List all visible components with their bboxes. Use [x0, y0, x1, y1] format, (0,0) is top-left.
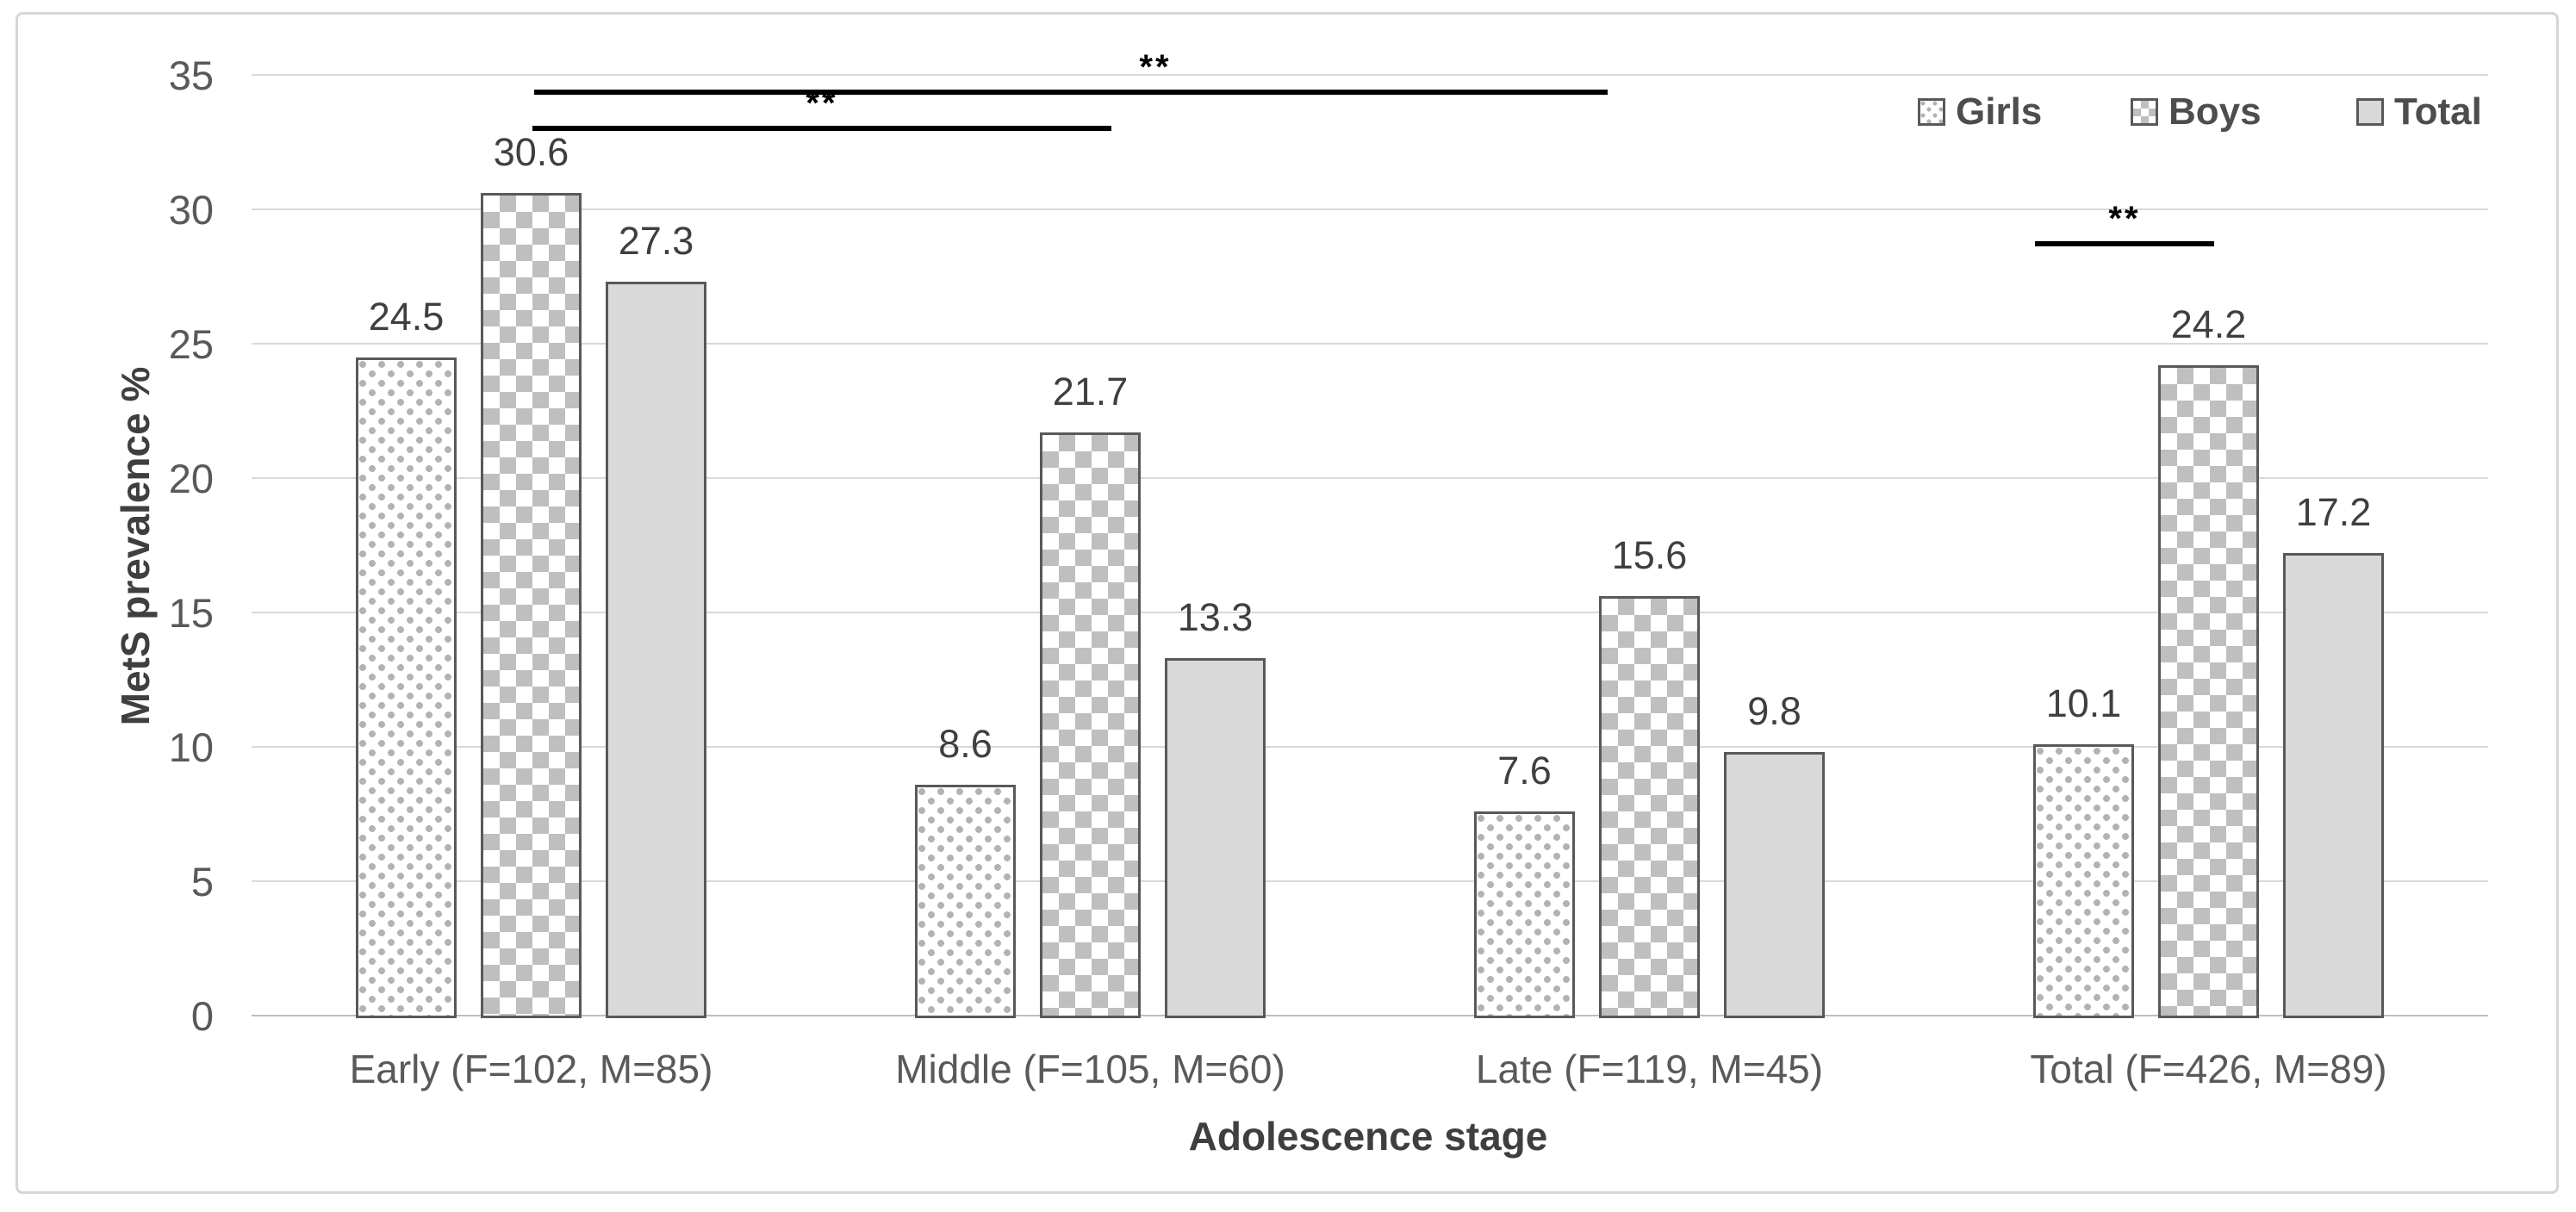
total-bar — [1724, 752, 1825, 1018]
boys-legend-swatch — [2131, 98, 2158, 126]
total-legend-swatch — [2356, 98, 2384, 126]
bar-value-label: 27.3 — [618, 219, 694, 264]
girls-bar — [915, 784, 1016, 1018]
gridline — [252, 74, 2488, 76]
gridline — [252, 746, 2488, 748]
y-tick-label: 15 — [168, 590, 214, 636]
bar-value-label: 30.6 — [493, 130, 569, 175]
girls-bar — [1474, 811, 1575, 1018]
significance-line — [2035, 241, 2214, 246]
x-category-label: Middle (F=105, M=60) — [895, 1047, 1285, 1091]
y-tick-label: 35 — [168, 53, 214, 98]
bar-value-label: 10.1 — [2045, 681, 2122, 725]
bar-value-label: 15.6 — [1611, 533, 1688, 578]
girls-legend-swatch — [1918, 98, 1945, 126]
bar-value-label: 9.8 — [1747, 689, 1801, 734]
x-axis-title: Adolescence stage — [1188, 1114, 1548, 1159]
significance-stars: ** — [1139, 48, 1172, 86]
significance-stars: ** — [806, 84, 838, 122]
y-tick-label: 25 — [168, 321, 214, 367]
total-bar — [606, 282, 706, 1018]
y-axis-title: MetS prevalence % — [113, 366, 158, 726]
boys-bar — [481, 193, 582, 1018]
total-bar — [2283, 553, 2384, 1018]
significance-line — [534, 90, 1608, 95]
boys-bar — [1599, 596, 1700, 1018]
y-tick-label: 20 — [168, 456, 214, 501]
total-bar — [1165, 658, 1266, 1018]
y-tick-label: 30 — [168, 187, 214, 233]
significance-line — [532, 126, 1111, 131]
x-category-label: Total (F=426, M=89) — [2030, 1047, 2387, 1091]
bar-value-label: 21.7 — [1052, 369, 1129, 413]
legend-label: Boys — [2168, 90, 2262, 133]
bar-value-label: 7.6 — [1497, 748, 1552, 792]
bar-value-label: 17.2 — [2295, 490, 2372, 535]
gridline — [252, 477, 2488, 479]
x-category-label: Early (F=102, M=85) — [349, 1047, 713, 1091]
significance-stars: ** — [2108, 200, 2141, 238]
bar-value-label: 24.2 — [2170, 301, 2247, 346]
bar-value-label: 24.5 — [368, 294, 445, 339]
x-category-label: Late (F=119, M=45) — [1475, 1047, 1824, 1091]
legend-item: Boys — [2131, 93, 2262, 131]
gridline — [252, 1015, 2488, 1016]
y-tick-label: 5 — [190, 859, 214, 904]
girls-bar — [356, 357, 457, 1018]
gridline — [252, 343, 2488, 345]
gridline — [252, 208, 2488, 210]
y-tick-label: 10 — [168, 724, 214, 770]
gridline — [252, 612, 2488, 613]
y-tick-label: 0 — [190, 993, 214, 1039]
girls-bar — [2033, 743, 2134, 1018]
legend-label: Girls — [1956, 90, 2043, 133]
legend-label: Total — [2394, 90, 2482, 133]
boys-bar — [2158, 364, 2259, 1018]
bar-value-label: 13.3 — [1177, 595, 1254, 640]
legend-item: Total — [2356, 93, 2482, 131]
gridline — [252, 880, 2488, 882]
boys-bar — [1040, 432, 1141, 1018]
bar-value-label: 8.6 — [938, 721, 992, 766]
legend-item: Girls — [1918, 93, 2042, 131]
